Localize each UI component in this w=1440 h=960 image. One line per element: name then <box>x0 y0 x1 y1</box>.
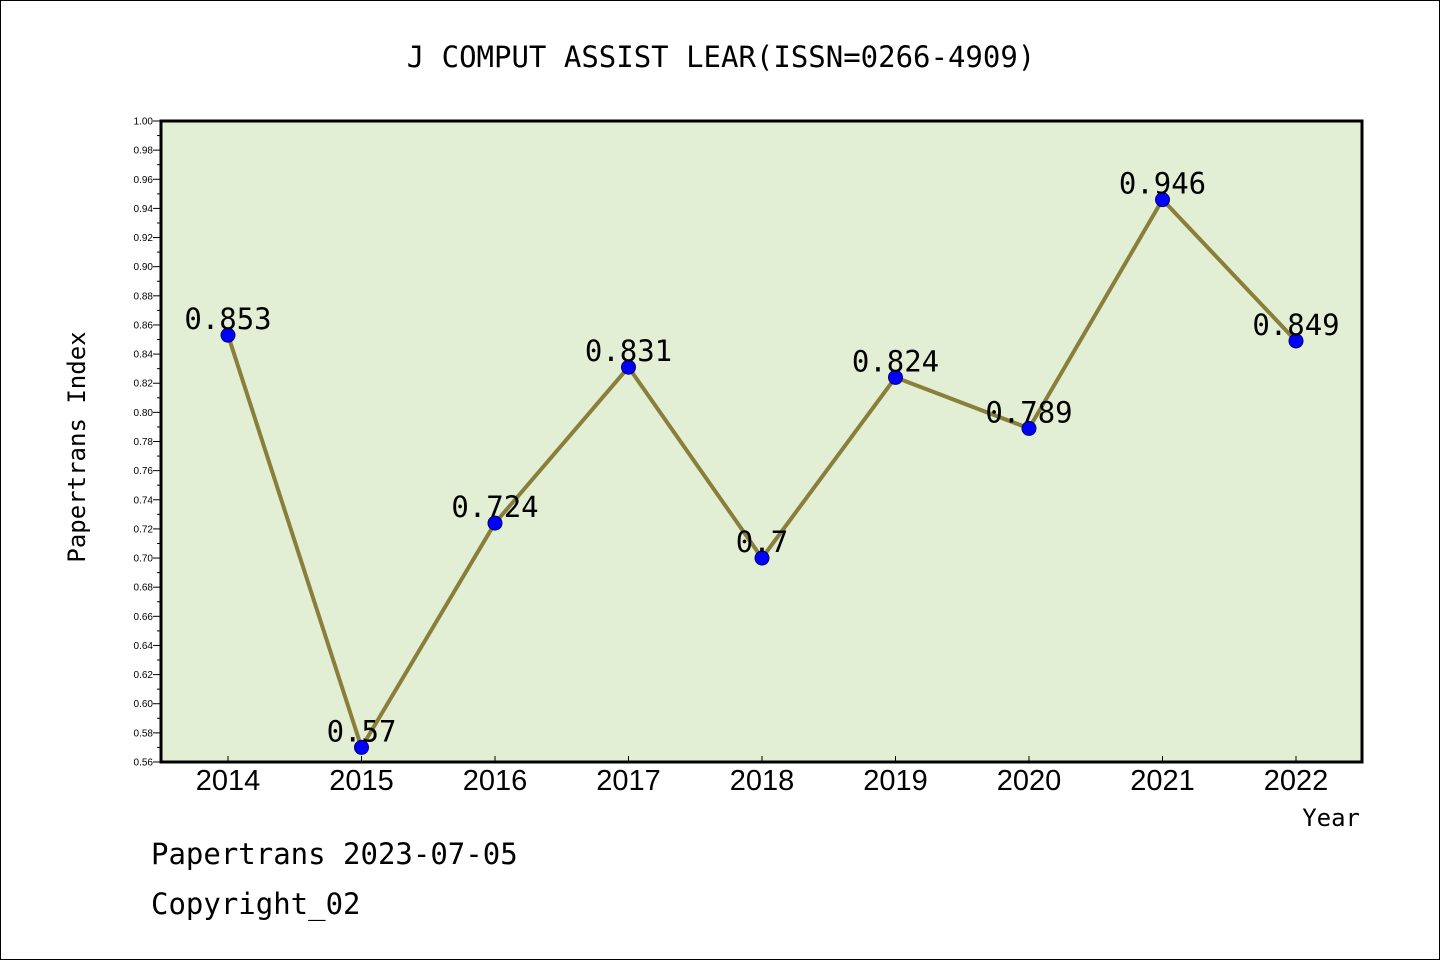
x-tick-label: 2020 <box>997 765 1062 797</box>
y-tick-label: 0.56 <box>134 758 154 769</box>
y-tick-label: 0.90 <box>134 262 154 273</box>
data-point <box>754 550 770 566</box>
x-tick-label: 2014 <box>196 765 261 797</box>
x-tick-label: 2021 <box>1130 765 1195 797</box>
data-label: 0.831 <box>585 334 672 368</box>
x-axis-label: Year <box>1302 804 1360 832</box>
data-point <box>888 369 903 385</box>
y-tick-label: 0.70 <box>134 554 154 565</box>
y-tick-label: 0.76 <box>134 466 154 477</box>
x-tick-label: 2015 <box>329 765 394 797</box>
y-axis-label: Papertrans Index <box>63 331 91 562</box>
y-tick-label: 0.92 <box>134 233 154 244</box>
y-tick-label: 0.60 <box>134 699 154 710</box>
x-tick-label: 2017 <box>596 765 661 797</box>
y-tick-label: 0.84 <box>134 350 154 361</box>
footer-copyright: Copyright_02 <box>151 887 361 921</box>
y-tick-label: 0.82 <box>134 379 154 390</box>
y-tick-label: 0.68 <box>134 583 154 594</box>
y-tick-label: 0.98 <box>134 146 154 157</box>
footer-date: Papertrans 2023-07-05 <box>151 837 518 871</box>
y-tick-label: 1.00 <box>134 117 154 128</box>
data-point <box>1021 420 1037 436</box>
y-axis-ticks: 0.56 0.58 0.60 0.62 0.64 0.66 0.68 0.70 0.72 0.74… <box>134 117 161 769</box>
y-tick-label: 0.88 <box>134 291 154 302</box>
data-point <box>1288 333 1304 349</box>
y-tick-label: 0.86 <box>134 320 154 331</box>
x-tick-label: 2018 <box>730 765 795 797</box>
y-tick-label: 0.66 <box>134 612 154 623</box>
data-label: 0.853 <box>184 302 271 336</box>
data-point <box>1155 192 1170 208</box>
x-tick-label: 2022 <box>1264 765 1329 797</box>
data-label: 0.824 <box>852 344 939 378</box>
y-tick-label: 0.72 <box>134 524 154 535</box>
y-tick-label: 0.58 <box>134 728 154 739</box>
data-labels: 0.853 0.57 0.724 0.831 0.7 0.824 0.789 0.946 0.8… <box>184 167 1339 749</box>
data-label: 0.789 <box>985 395 1072 429</box>
y-tick-label: 0.64 <box>134 641 154 652</box>
data-point <box>220 327 236 343</box>
y-tick-label: 0.62 <box>134 670 154 681</box>
data-point <box>354 739 369 755</box>
x-tick-label: 2016 <box>463 765 528 797</box>
data-point <box>621 359 636 375</box>
x-tick-label: 2019 <box>863 765 928 797</box>
data-label: 0.57 <box>327 714 397 748</box>
y-tick-label: 0.78 <box>134 437 154 448</box>
data-label: 0.849 <box>1252 308 1339 342</box>
data-label: 0.946 <box>1119 167 1206 201</box>
data-label: 0.724 <box>451 490 538 524</box>
x-axis-ticks: 2014 2015 2016 2017 2018 2019 2020 2021 2022 <box>196 756 1329 797</box>
chart-title: J COMPUT ASSIST LEAR(ISSN=0266-4909) <box>407 40 1036 74</box>
data-point <box>487 515 503 531</box>
y-tick-label: 0.74 <box>134 495 154 506</box>
y-tick-label: 0.80 <box>134 408 154 419</box>
y-tick-label: 0.96 <box>134 175 154 186</box>
data-label: 0.7 <box>736 525 788 559</box>
plot-area <box>159 119 1364 764</box>
y-tick-label: 0.94 <box>134 204 154 215</box>
data-markers <box>220 192 1304 755</box>
